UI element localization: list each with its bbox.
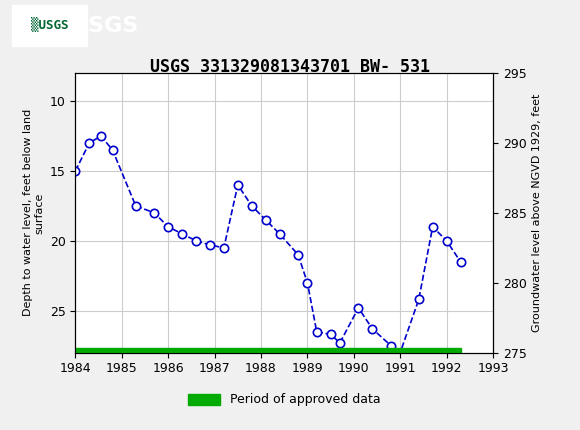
Text: USGS 331329081343701 BW- 531: USGS 331329081343701 BW- 531	[150, 58, 430, 76]
Y-axis label: Groundwater level above NGVD 1929, feet: Groundwater level above NGVD 1929, feet	[532, 94, 542, 332]
Text: ▒USGS: ▒USGS	[31, 17, 68, 32]
Bar	[12, 5, 87, 46]
Legend: Period of approved data: Period of approved data	[183, 388, 385, 412]
Text: USGS: USGS	[70, 16, 139, 36]
Bar	[75, 348, 461, 353]
Y-axis label: Depth to water level, feet below land
surface: Depth to water level, feet below land su…	[23, 109, 44, 316]
